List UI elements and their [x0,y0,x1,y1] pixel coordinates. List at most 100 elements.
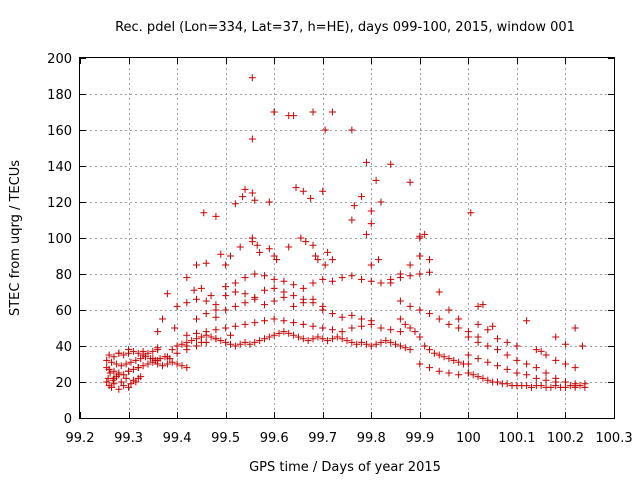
data-point [110,367,118,375]
data-point [474,338,482,346]
data-point [552,356,560,364]
data-point [416,306,424,314]
data-point [193,261,201,269]
data-point [183,299,191,307]
data-point [163,290,171,298]
data-point [226,340,234,348]
data-point [251,293,259,301]
data-point [285,329,293,337]
x-tick-label: 100 [456,431,481,446]
data-point [367,317,375,325]
data-point [144,349,152,357]
data-point [309,299,317,307]
data-point [248,74,256,82]
data-point [280,317,288,325]
x-tick-label: 99.5 [211,431,240,446]
data-point [523,382,531,390]
data-point [134,364,142,372]
data-point [396,342,404,350]
data-point [241,185,249,193]
data-point [527,383,535,391]
data-point [455,315,463,323]
data-point [129,365,137,373]
data-point [292,184,300,192]
data-point [226,252,234,260]
data-point [343,337,351,345]
data-point [319,335,327,343]
x-tick-label: 99.3 [114,431,143,446]
data-point [207,292,215,300]
data-point [426,310,434,318]
data-point [265,245,273,253]
data-point [112,360,120,368]
data-point [120,351,128,359]
data-point [202,328,210,336]
data-point [321,261,329,269]
x-tick-label: 99.9 [405,431,434,446]
data-point [193,295,201,303]
data-point [319,324,327,332]
data-point [103,356,111,364]
data-point [212,335,220,343]
data-point [387,338,395,346]
y-tick-label: 80 [55,268,72,283]
data-point [302,238,310,246]
data-point [464,333,472,341]
data-point [251,319,259,327]
data-point [493,335,501,343]
data-point [467,209,475,217]
data-point [513,369,521,377]
data-point [212,212,220,220]
y-tick-label: 100 [47,232,72,247]
data-point [173,349,181,357]
data-point [197,333,205,341]
data-point [338,335,346,343]
data-point [455,358,463,366]
data-point [561,340,569,348]
data-point [231,200,239,208]
data-point [193,329,201,337]
data-point [241,320,249,328]
data-point [178,362,186,370]
data-point [328,277,336,285]
data-point [299,284,307,292]
data-point [139,351,147,359]
data-point [503,351,511,359]
data-point [236,243,244,251]
data-point [372,340,380,348]
data-point [241,290,249,298]
data-point [542,376,550,384]
data-point [275,329,283,337]
data-point [387,279,395,287]
data-point [396,270,404,278]
data-point [382,337,390,345]
data-point [120,382,128,390]
data-point [362,230,370,238]
data-point [280,328,288,336]
data-point [314,256,322,264]
data-point [299,187,307,195]
data-point [256,337,264,345]
data-point [421,342,429,350]
data-point [260,301,268,309]
data-point [319,187,327,195]
data-point [474,320,482,328]
data-point [401,344,409,352]
data-point [392,340,400,348]
data-point [455,371,463,379]
data-point [348,311,356,319]
data-point [314,333,322,341]
data-point [445,306,453,314]
data-point [367,207,375,215]
data-point [260,317,268,325]
y-tick-label: 60 [55,304,72,319]
data-point [411,328,419,336]
data-point [552,374,560,382]
data-point [406,302,414,310]
data-point [265,333,273,341]
data-point [173,360,181,368]
data-point [532,364,540,372]
data-point [474,302,482,310]
data-point [127,358,135,366]
data-point [348,324,356,332]
